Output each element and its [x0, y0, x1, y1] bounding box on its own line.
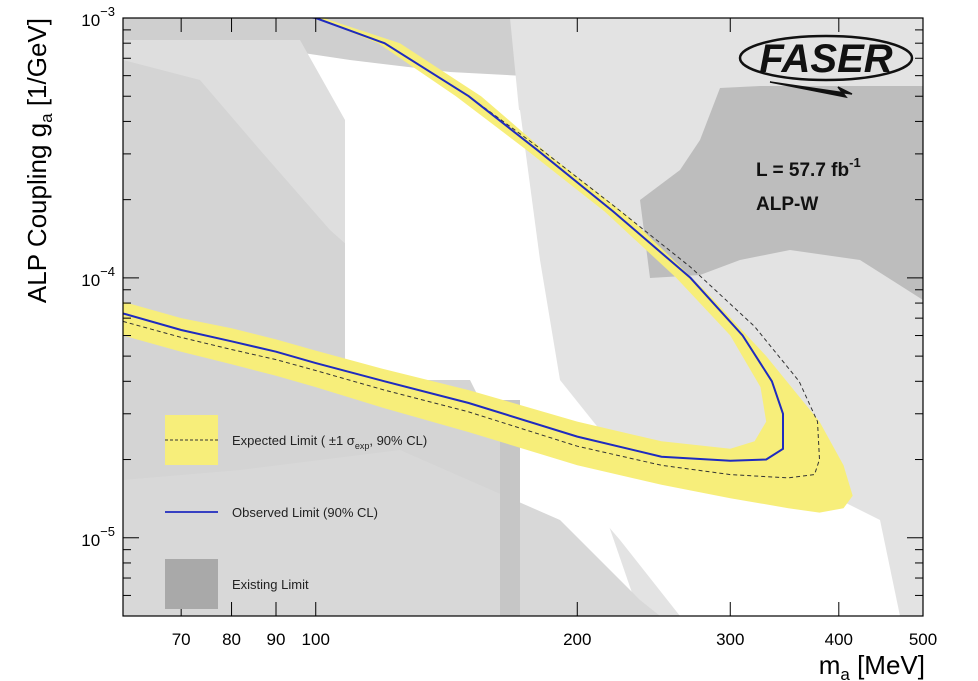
x-axis-title-main: m: [819, 650, 841, 680]
x-axis-ticks: 70 80 90 100 200 300 400 500: [122, 18, 937, 649]
y-tick-label: 10−4: [81, 264, 115, 290]
existing-region-bottom-diagonal: [123, 450, 660, 616]
series-layer: [123, 18, 853, 513]
x-axis-title-unit: [MeV]: [850, 650, 925, 680]
y-tick-label-base: 10: [81, 271, 100, 290]
luminosity-value: L = 57.7 fb: [756, 160, 849, 181]
x-axis-title-sub: a: [840, 665, 850, 681]
y-tick-label: 10−3: [81, 4, 115, 30]
x-axis-title: ma [MeV]: [819, 650, 925, 681]
plot-frame: [122, 17, 924, 617]
x-tick-label: 90: [267, 630, 286, 649]
existing-region-white-gap: [420, 90, 840, 516]
legend-expected-label-post: , 90% CL): [369, 433, 427, 448]
y-tick-label-base: 10: [81, 531, 100, 550]
x-tick-label: 80: [222, 630, 241, 649]
y-tick-label-exp: −4: [100, 264, 115, 279]
y-tick-label-base: 10: [81, 11, 100, 30]
faser-logo-text: FASER: [759, 37, 892, 81]
y-axis-title-unit: [1/GeV]: [22, 18, 52, 113]
x-tick-label: 70: [172, 630, 191, 649]
x-tick-label: 200: [563, 630, 591, 649]
legend-expected-label-pre: Expected Limit ( ±1 σ: [232, 433, 355, 448]
legend-expected-label: Expected Limit ( ±1 σexp, 90% CL): [232, 433, 427, 451]
observed-limit-line: [123, 18, 784, 462]
x-tick-label: 300: [716, 630, 744, 649]
faser-logo: FASER: [738, 34, 914, 99]
legend-observed-label: Observed Limit (90% CL): [232, 505, 378, 520]
y-tick-label-exp: −3: [100, 4, 115, 19]
y-axis-title: ALP Coupling ga [1/GeV]: [22, 18, 56, 303]
y-tick-label-exp: −5: [100, 524, 115, 539]
existing-region-white-gap-2: [345, 110, 520, 380]
x-tick-label: 100: [302, 630, 330, 649]
luminosity-exponent: -1: [849, 155, 861, 170]
legend-expected-label-sub: exp: [355, 441, 370, 451]
y-axis-title-main: ALP Coupling g: [22, 123, 52, 303]
legend-existing-swatch: [165, 559, 218, 609]
x-tick-label: 400: [825, 630, 853, 649]
model-label: ALP-W: [756, 194, 818, 215]
existing-region-dark-strip: [500, 400, 520, 616]
existing-limit-regions: [123, 18, 923, 616]
expected-band: [123, 18, 853, 513]
faser-logo-arrow: [769, 81, 853, 99]
luminosity-label: L = 57.7 fb-1: [756, 155, 861, 181]
x-tick-label: 500: [909, 630, 937, 649]
y-tick-label: 10−5: [81, 524, 115, 550]
expected-limit-line: [123, 18, 821, 479]
existing-region-dark-right: [640, 86, 923, 300]
y-axis-title-sub: a: [37, 113, 56, 123]
legend: Expected Limit ( ±1 σexp, 90% CL) Observ…: [165, 415, 427, 609]
legend-existing-label: Existing Limit: [232, 577, 309, 592]
y-axis-ticks: 10−510−410−3: [81, 4, 923, 617]
faser-logo-swoosh: [738, 34, 914, 82]
